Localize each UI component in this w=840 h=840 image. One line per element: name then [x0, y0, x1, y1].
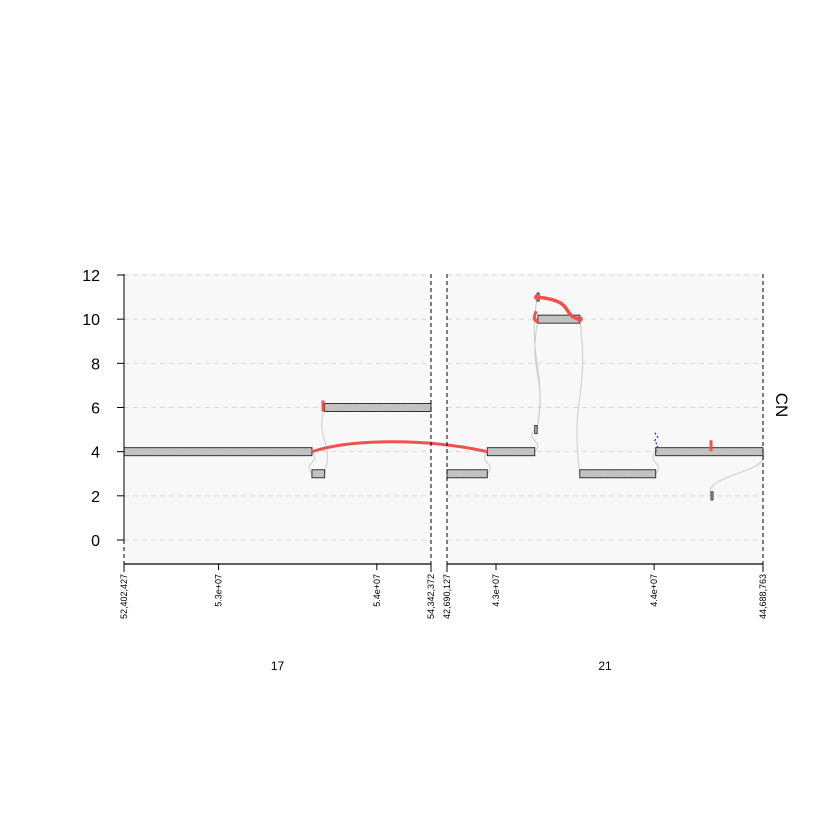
x-tick-label: 5.3e+07 — [214, 574, 224, 607]
alt-edge — [532, 310, 540, 324]
segment — [655, 447, 764, 457]
reference-edge — [321, 407, 328, 474]
x-tick-label: 5.4e+07 — [372, 574, 382, 607]
reference-edge — [308, 451, 316, 475]
y-tick-label: 12 — [82, 268, 100, 285]
reference-edge — [483, 451, 491, 475]
reference-edge — [576, 319, 584, 474]
loose-end-blue — [653, 432, 659, 452]
y-tick-label: 8 — [91, 356, 100, 373]
reference-edge — [652, 451, 659, 475]
panel-background — [447, 274, 763, 564]
reference-edge — [531, 429, 539, 453]
segment — [446, 469, 488, 479]
segment — [123, 447, 313, 457]
alt-edge — [536, 295, 581, 321]
y-tick-label: 6 — [91, 401, 100, 418]
chromosome-label: 17 — [271, 659, 285, 673]
segments-layer — [123, 292, 764, 501]
segment — [311, 469, 326, 479]
alt-edge-endpoint — [534, 294, 541, 301]
x-tick-label: 4.3e+07 — [491, 574, 501, 607]
y-tick-label: 2 — [91, 489, 100, 506]
segment — [486, 447, 536, 457]
plot-background-layer — [124, 274, 763, 564]
axes-layer: 0 2 4 6 8 10 12 52,402,427 5.3e+07 5.4e+07 54,342,… — [82, 268, 768, 673]
x-tick-label: 54,342,372 — [426, 574, 436, 619]
alt-edge — [311, 440, 488, 454]
reference-edge — [534, 319, 541, 430]
chromosome-label: 21 — [598, 659, 612, 673]
y-tick-label: 10 — [82, 312, 100, 329]
segment — [710, 491, 714, 501]
y-axis-label: CN — [772, 393, 791, 418]
x-tick-label: 42,690,127 — [442, 574, 452, 619]
y-tick-label: 0 — [91, 533, 100, 550]
panel-background — [124, 274, 431, 564]
alt-edge-endpoint — [576, 316, 583, 323]
alt-edges-layer — [311, 294, 713, 454]
x-tick-label: 52,402,427 — [119, 574, 129, 619]
segment — [534, 425, 538, 435]
y-tick-label: 4 — [91, 445, 100, 462]
segment — [579, 469, 657, 479]
x-tick-label: 44,688,763 — [758, 574, 768, 619]
segment — [324, 403, 432, 412]
x-tick-label: 4.4e+07 — [649, 574, 659, 607]
